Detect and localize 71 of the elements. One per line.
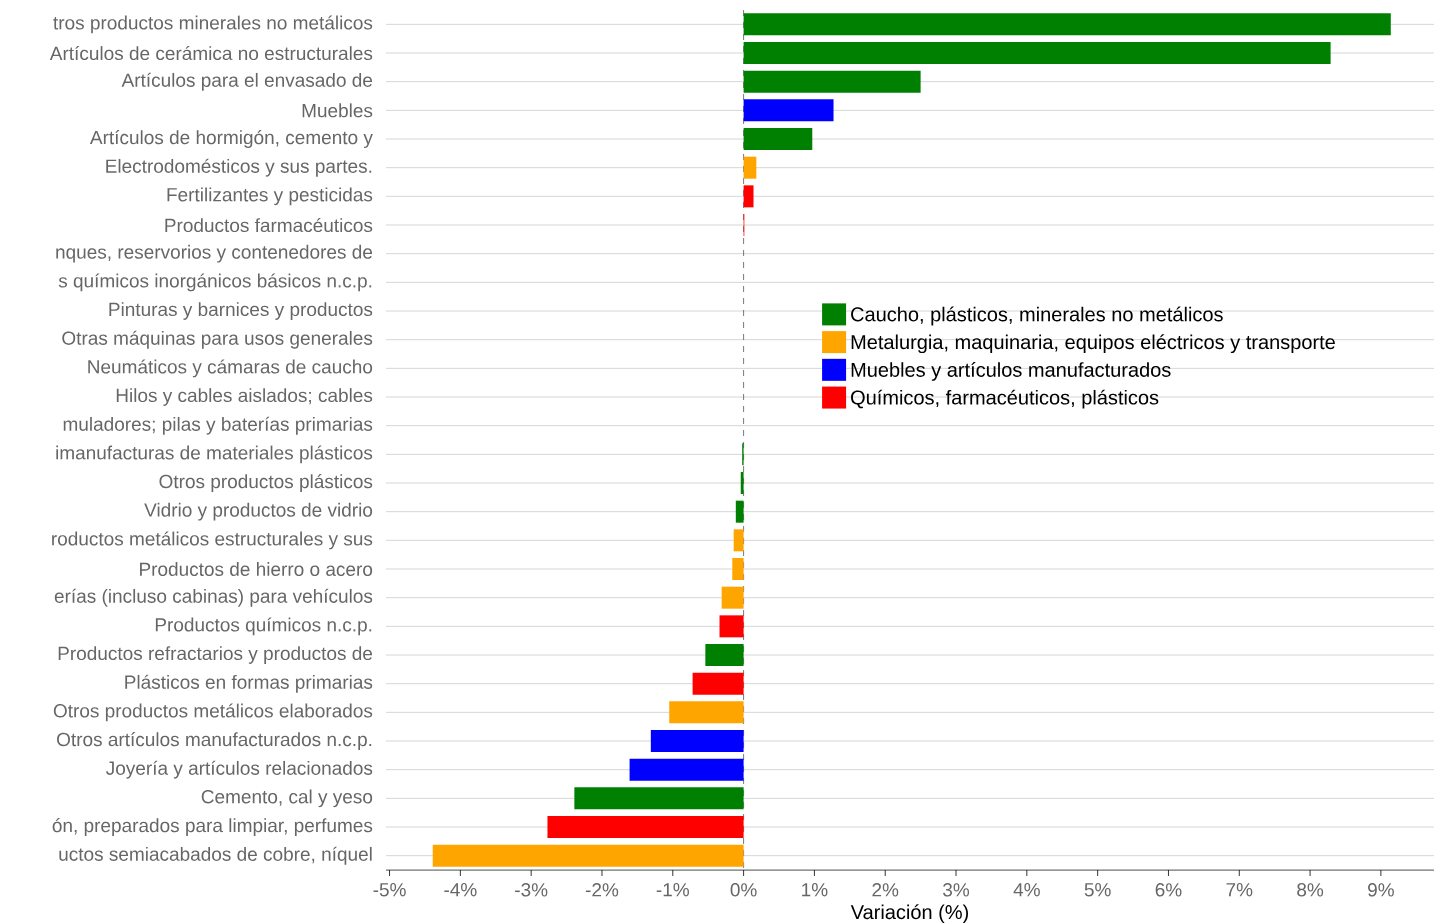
x-tick-label: 2% [872,883,899,897]
y-tick-label: Otras máquinas para usos generales [62,330,373,349]
y-tick-label: uctos semiacabados de cobre, níquel [59,846,372,865]
x-tick-label: 9% [1368,883,1394,897]
y-tick-label: Otros productos plásticos [159,474,373,492]
legend-label: Metalurgia, maquinaria, equipos eléctricos y transporte [851,334,1335,354]
y-tick-label: Hilos y cables aislados; cables [116,388,373,406]
y-tick-label: Pinturas y barnices y productos [109,302,373,320]
y-tick-label: ón, preparados para limpiar, perfumes [52,818,373,836]
bar [735,500,744,523]
x-tick-label: 5% [1084,883,1111,897]
y-tick-label: Plásticos en formas primarias [125,674,373,693]
y-tick-label: Vidrio y productos de vidrio [144,502,373,521]
x-tick-label: 1% [802,883,828,897]
bar [743,128,813,151]
legend-label: Caucho, plásticos, minerales no metálicos [851,306,1223,326]
bar [733,529,744,552]
legend-label: Químicos, farmacéuticos, plásticos [851,389,1159,409]
bar [740,472,744,495]
bar [432,844,744,867]
y-tick-label: Otros artículos manufacturados n.c.p. [57,732,372,750]
bar [743,156,757,179]
bar [650,730,744,753]
y-tick-label: Artículos de hormigón, cemento y [89,130,373,148]
y-tick-label: erías (incluso cabinas) para vehículos [54,588,373,607]
y-tick-label: Productos farmacéuticos [165,217,373,233]
y-tick-label: Muebles [302,103,373,118]
bar [692,672,744,695]
bar [547,816,744,839]
y-tick-label: nques, reservorios y contenedores de [56,244,373,263]
x-tick-label: -2% [585,883,619,897]
y-tick-label: tros productos minerales no metálicos [53,15,373,34]
y-tick-label: Electrodomésticos y sus partes. [106,158,372,177]
y-tick-label: Artículos para el envasado de [121,72,373,91]
y-tick-label: Productos de hierro o acero [140,562,373,576]
x-tick-label: 8% [1297,883,1324,897]
x-tick-label: 7% [1226,883,1253,897]
bar [743,99,834,122]
bar [743,185,754,208]
x-tick-label: 0% [730,883,757,897]
bar [743,70,921,93]
bar [732,558,744,581]
bar [743,42,1331,65]
bar [574,787,744,810]
x-axis-title: Variación (%) [850,904,969,923]
bar [705,644,744,667]
y-tick-label: Fertilizantes y pesticidas [167,187,373,206]
x-tick-label: 6% [1155,883,1182,897]
y-tick-label: roductos metálicos estructurales y sus [52,531,373,550]
x-tick-label: 3% [943,883,970,897]
bar [721,586,744,609]
x-tick-label: -1% [656,883,689,897]
x-tick-label: 4% [1013,883,1040,897]
bar [629,758,744,781]
x-tick-label: -5% [373,883,406,897]
y-tick-label: Otros productos metálicos elaborados [53,703,373,722]
y-tick-label: Productos químicos n.c.p. [155,617,372,636]
y-tick-label: Neumáticos y cámaras de caucho [88,359,373,378]
y-tick-label: s químicos inorgánicos básicos n.c.p. [58,273,372,292]
y-tick-label: muladores; pilas y baterías primarias [63,416,373,435]
bar [743,13,1391,36]
y-tick-label: Cemento, cal y yeso [201,789,373,808]
bar [669,701,744,724]
y-tick-label: Productos refractarios y productos de [58,646,373,664]
bar [719,615,744,638]
y-tick-label: imanufacturas de materiales plásticos [56,445,373,464]
y-tick-label: Artículos de cerámica no estructurales [49,45,373,61]
legend-label: Muebles y artículos manufacturados [851,361,1171,381]
x-tick-label: -4% [444,883,477,897]
x-tick-label: -3% [515,883,548,897]
y-tick-label: Joyería y artículos relacionados [106,760,373,779]
